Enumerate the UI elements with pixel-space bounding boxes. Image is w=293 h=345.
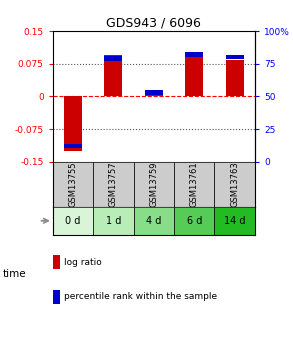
Text: GSM13755: GSM13755 <box>69 161 77 207</box>
Bar <box>53 207 93 235</box>
Bar <box>104 55 122 96</box>
Text: GSM13757: GSM13757 <box>109 161 118 207</box>
Bar <box>185 55 203 96</box>
Bar <box>134 162 174 207</box>
Bar <box>64 96 82 151</box>
Bar <box>226 55 244 59</box>
Bar <box>93 162 134 207</box>
Text: log ratio: log ratio <box>64 258 102 267</box>
Text: 4 d: 4 d <box>146 216 161 226</box>
Text: 14 d: 14 d <box>224 216 246 226</box>
Bar <box>226 60 244 96</box>
Text: GSM13763: GSM13763 <box>230 161 239 207</box>
Bar <box>53 162 93 207</box>
Bar <box>145 94 163 96</box>
Bar <box>185 52 203 57</box>
Text: 0 d: 0 d <box>65 216 81 226</box>
Text: GSM13759: GSM13759 <box>149 161 158 207</box>
Text: percentile rank within the sample: percentile rank within the sample <box>64 292 218 301</box>
Title: GDS943 / 6096: GDS943 / 6096 <box>106 17 201 30</box>
Bar <box>214 207 255 235</box>
Bar <box>214 162 255 207</box>
Bar <box>64 144 82 148</box>
Bar <box>145 90 163 95</box>
Bar <box>174 207 214 235</box>
Text: 6 d: 6 d <box>187 216 202 226</box>
Text: 1 d: 1 d <box>106 216 121 226</box>
Text: time: time <box>3 269 27 279</box>
Text: GSM13761: GSM13761 <box>190 161 199 207</box>
Bar <box>134 207 174 235</box>
Bar <box>93 207 134 235</box>
Bar <box>174 162 214 207</box>
Bar <box>104 56 122 61</box>
